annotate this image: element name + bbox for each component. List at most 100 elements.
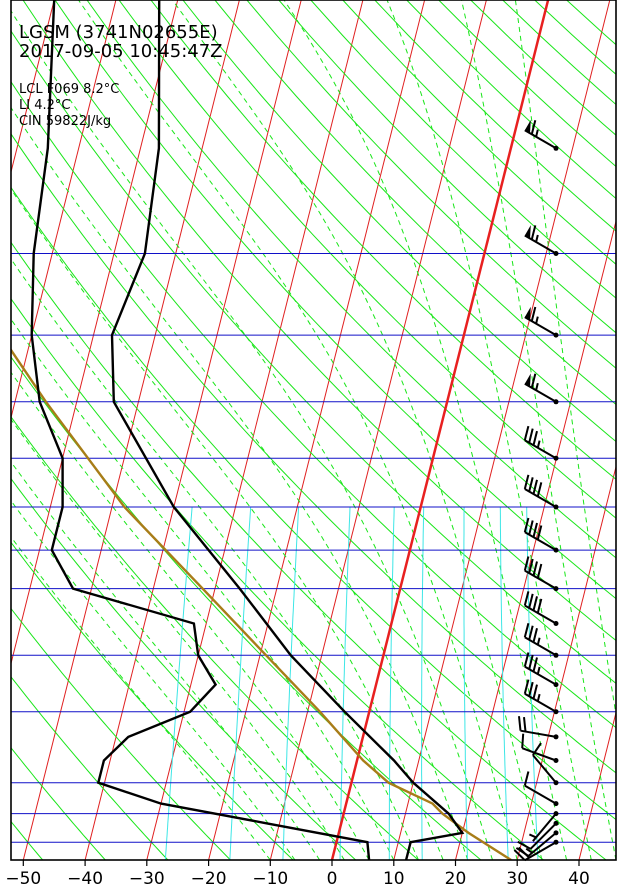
x-tick-label: −30 xyxy=(129,869,165,889)
moist-adiabat-line xyxy=(171,0,543,860)
wind-barb-half xyxy=(525,847,533,854)
wind-barb-full xyxy=(528,520,534,535)
moist-adiabat-line xyxy=(386,0,592,860)
grid-lines xyxy=(11,0,616,860)
wind-barb xyxy=(521,733,559,763)
dry-adiabat-line xyxy=(214,0,616,406)
moist-adiabat-line xyxy=(283,0,568,860)
wind-barb-full xyxy=(528,681,534,697)
wind-barb-full xyxy=(523,716,527,732)
wind-barb xyxy=(518,716,559,740)
wind-barb-full xyxy=(518,716,522,731)
wind-barb-full xyxy=(532,684,538,699)
dry-adiabat-line xyxy=(86,0,616,559)
moist-adiabat-line xyxy=(11,499,296,860)
wind-barb-shaft xyxy=(524,531,557,551)
dry-adiabat-line xyxy=(11,415,419,860)
mixing-ratio-line xyxy=(499,506,509,860)
x-tick-label: 20 xyxy=(445,869,467,889)
wind-barb-full xyxy=(530,373,537,389)
wind-barb-full xyxy=(532,522,538,538)
wind-barb-full xyxy=(532,627,538,643)
wind-barb-full xyxy=(528,593,534,609)
dry-adiabat-line xyxy=(11,297,544,860)
wind-barb xyxy=(523,591,559,626)
wind-barb-shaft xyxy=(524,636,557,657)
x-tick-label: 0 xyxy=(327,869,338,889)
wind-barb-full xyxy=(528,428,534,443)
wind-barb-shaft xyxy=(524,665,557,686)
header-annotations: LGSM (3741N02655E) 2017-09-05 10:45:47Z … xyxy=(19,22,223,129)
moist-adiabat-line xyxy=(11,10,493,860)
wind-barb-full xyxy=(528,558,534,574)
wind-barb-half xyxy=(536,693,541,702)
wind-barb xyxy=(523,556,559,592)
wind-barb-shaft xyxy=(524,784,557,805)
dry-adiabat-line xyxy=(54,0,616,600)
wind-barb-shaft xyxy=(527,832,557,857)
wind-barb-flag xyxy=(524,225,531,239)
wind-barb-shaft xyxy=(524,692,557,713)
wind-barb-shaft xyxy=(521,747,557,762)
isotherm-line xyxy=(11,0,55,174)
mixing-ratio-line xyxy=(282,506,300,860)
wind-barb-shaft xyxy=(524,569,557,590)
cin-text: CIN 59822J/kg xyxy=(19,114,111,129)
wind-barb-shaft xyxy=(524,439,557,460)
moist-adiabat-line xyxy=(11,461,321,860)
wind-barb-full xyxy=(528,625,534,641)
wind-barb-full xyxy=(536,563,543,579)
wind-barb-shaft xyxy=(532,754,557,784)
wind-barb-full xyxy=(530,306,537,322)
wind-barb-half xyxy=(536,440,541,448)
wind-barb-full xyxy=(513,849,526,861)
wind-barb xyxy=(524,119,559,151)
wind-barb-shaft xyxy=(524,488,557,508)
moist-adiabat-line xyxy=(11,258,419,860)
wind-barb-half xyxy=(535,129,539,138)
dry-adiabat-line xyxy=(11,607,231,860)
isotherm-line xyxy=(22,0,240,860)
temperature-profile xyxy=(110,0,465,860)
wind-barb-flag xyxy=(524,306,531,321)
wind-barb xyxy=(523,652,559,688)
dry-adiabat-line xyxy=(11,30,616,685)
dry-adiabat-line xyxy=(11,356,482,860)
dry-adiabat-line xyxy=(11,676,169,860)
wind-barb xyxy=(524,373,559,405)
mixing-ratio-line xyxy=(463,506,468,860)
x-tick-label: −40 xyxy=(67,869,103,889)
isotherm-line xyxy=(11,0,117,420)
dry-adiabat-line xyxy=(182,0,616,443)
isotherm-line xyxy=(578,710,616,860)
moist-adiabat-line xyxy=(11,418,345,860)
wind-barb-full xyxy=(523,556,530,571)
wind-barb-full xyxy=(523,622,530,638)
wind-barb-full xyxy=(523,474,530,490)
wind-barb-flag xyxy=(524,373,531,387)
dry-adiabat-line xyxy=(246,0,616,369)
wind-barb-shaft xyxy=(524,841,557,862)
wind-barbs xyxy=(513,119,559,862)
mixing-ratio-line xyxy=(388,506,395,860)
wind-barb-shaft xyxy=(524,604,557,625)
wind-barb-flag xyxy=(524,119,531,134)
dry-adiabat-line xyxy=(11,747,106,860)
wind-barb-half xyxy=(528,833,537,839)
wind-barb-half xyxy=(535,382,539,391)
li-text: LI 4.2°C xyxy=(19,98,70,113)
wind-barb-shaft xyxy=(532,812,557,842)
wind-barb-half xyxy=(536,637,541,646)
dry-adiabat-line xyxy=(150,0,616,480)
wind-barb-full xyxy=(523,591,530,606)
moist-adiabat-line xyxy=(78,0,518,860)
wind-barb-half xyxy=(535,234,539,243)
dewpoint-profile xyxy=(30,0,371,860)
wind-barb xyxy=(528,811,559,842)
wind-barb-full xyxy=(532,596,538,611)
wind-barb-full xyxy=(523,652,530,667)
mixing-ratio-line xyxy=(164,506,193,860)
wind-barb-half xyxy=(535,316,539,324)
wind-barb-full xyxy=(532,561,538,576)
